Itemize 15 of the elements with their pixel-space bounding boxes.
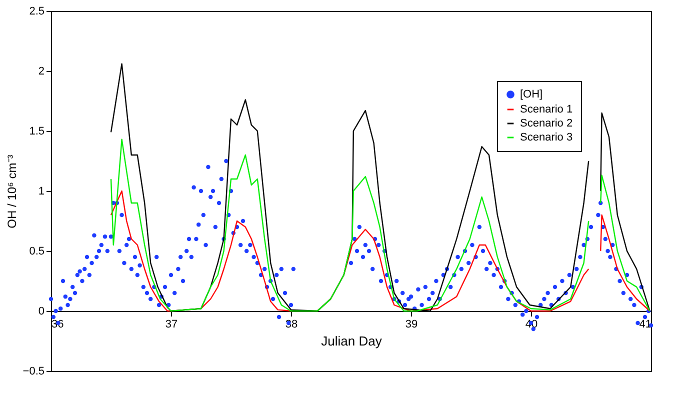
legend-label: Scenario 1 xyxy=(520,104,573,116)
legend-label: Scenario 3 xyxy=(520,132,573,144)
y-tick-label: 2 xyxy=(38,66,44,78)
y-tick-label: 1 xyxy=(38,186,44,198)
y-tick-label: −0.5 xyxy=(22,366,44,378)
y-tick-label: 0.5 xyxy=(29,246,44,258)
x-tick-label: 37 xyxy=(165,318,178,330)
x-axis-title: Julian Day xyxy=(321,334,382,348)
y-tick-label: 2.5 xyxy=(29,6,44,18)
y-tick-label: 0 xyxy=(38,306,44,318)
legend-label: Scenario 2 xyxy=(520,118,573,130)
x-tick-label: 39 xyxy=(405,318,418,330)
y-tick-label: 1.5 xyxy=(29,126,44,138)
legend-label: [OH] xyxy=(520,88,543,100)
y-axis-title: OH / 10⁶ cm⁻³ xyxy=(4,154,19,228)
